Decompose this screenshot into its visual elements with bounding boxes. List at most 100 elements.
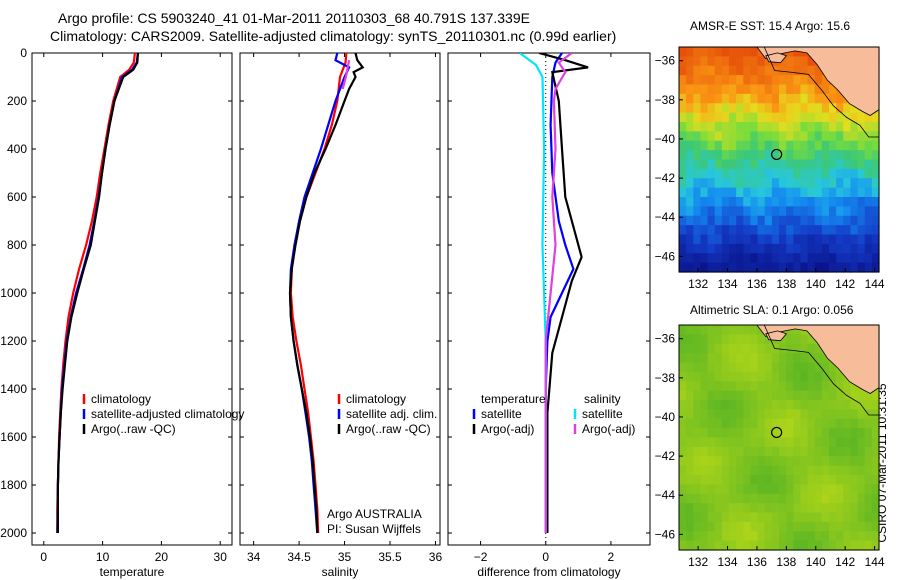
sst_map-cell [729, 103, 737, 114]
sla_map-shelf-contour [763, 324, 879, 416]
sst_map-cell [821, 150, 830, 161]
sla_map-cell [707, 334, 716, 345]
sla_map-cell [864, 475, 873, 485]
sst_map-cell [679, 197, 687, 207]
sst_map-cell [757, 178, 766, 189]
sst_map-cell [821, 93, 830, 104]
sst_map-cell [714, 93, 723, 104]
figure-title-line1: Argo profile: CS 5903240_41 01-Mar-2011 … [58, 10, 530, 26]
sla_map-cell [743, 475, 752, 485]
sla_map-cell [757, 531, 766, 542]
sla_map-cell [693, 521, 702, 532]
sla_map-cell [814, 456, 823, 467]
sst_map-cell [779, 253, 787, 264]
sla_map-cell [793, 503, 802, 514]
sla_map-cell [729, 390, 737, 401]
sla_map-cell [800, 409, 809, 420]
sla_map-cell [750, 475, 759, 485]
sla_map-cell [807, 493, 816, 504]
sst_map-cell [721, 131, 730, 142]
sst_map-cell [786, 140, 794, 151]
sst_map-cell [700, 168, 709, 179]
sla_map-cell [771, 428, 780, 439]
sla_map-cell [764, 540, 773, 551]
sst_map-cell [693, 56, 702, 67]
sst_map-cell [757, 262, 766, 273]
sla_map-cell [750, 400, 759, 410]
sla_map-cell [743, 437, 752, 448]
sst_map-cell [871, 243, 880, 254]
y-tick-label: 1800 [0, 478, 27, 492]
sst_map-cell [764, 225, 773, 236]
salinity-x-axis-label: salinity [322, 565, 359, 579]
sla_map-cell [779, 475, 787, 485]
sst_map-cell [800, 206, 809, 217]
sla_map-cell [864, 493, 873, 504]
sla_map-y-tick-label: −46 [655, 527, 676, 541]
sst_map-cell [829, 187, 837, 198]
sla_map-cell [771, 400, 780, 410]
sst_map-shelf-contour [763, 46, 879, 138]
sla_map-cell [850, 465, 859, 476]
sst_map-cell [857, 206, 866, 217]
sst_map-cell [821, 187, 830, 198]
sla_map-cell [871, 428, 880, 439]
sla_map-cell [693, 390, 702, 401]
sst_map-cell [843, 243, 852, 254]
sla_map-cell [750, 437, 759, 448]
sst_map-cell [814, 112, 823, 123]
sst_map-cell [871, 122, 880, 132]
sst_map-cell [836, 262, 844, 273]
sst_map-cell [814, 187, 823, 198]
sla_map-cell [757, 334, 766, 345]
sla_map-y-tick-label: −40 [655, 410, 676, 424]
sst_map-cell [864, 168, 873, 179]
sst_map-x-tick-label: 132 [688, 277, 708, 291]
sst_map-cell [750, 187, 759, 198]
sst_map-cell [757, 75, 766, 86]
sla_map-land-kangaroo-island [765, 330, 788, 342]
sst_map-cell [807, 243, 816, 254]
sst_map-cell [750, 253, 759, 264]
sst_map-cell [771, 84, 780, 95]
sst_map-cell [779, 93, 787, 104]
sst_map-cell [743, 103, 752, 114]
sst_map-x-tick-label: 138 [776, 277, 796, 291]
sst_map-x-tick-label: 134 [718, 277, 738, 291]
sst_map-cell [693, 206, 702, 217]
sla_map-cell [764, 437, 773, 448]
sst_map-cell [793, 187, 802, 198]
sst_map-cell [850, 262, 859, 273]
sst_map-cell [850, 197, 859, 207]
sst_map-cell [871, 112, 880, 123]
sla_map-cell [750, 428, 759, 439]
sst_map-cell [679, 47, 687, 57]
sla_map-cell [721, 465, 730, 476]
sla_map-cell [736, 475, 744, 485]
sla_map-cell [736, 428, 744, 439]
sla_map-cell [836, 428, 844, 439]
sst_map-cell [679, 122, 687, 132]
sst_map-panel [678, 46, 880, 273]
sst_map-cell [836, 112, 844, 123]
sla_map-cell [764, 428, 773, 439]
sst_map-cell [836, 93, 844, 104]
sla_map-cell [700, 540, 709, 551]
sst_map-cell [871, 131, 880, 142]
sla_map-cell [714, 390, 723, 401]
sla_map-cell [750, 512, 759, 523]
sst_map-cell [757, 159, 766, 170]
sst_map-cell [786, 225, 794, 236]
sst_map-cell [836, 140, 844, 151]
sla_map-cell [736, 371, 744, 382]
sla_map-cell [700, 446, 709, 457]
sla_map-cell [786, 390, 794, 401]
sst_map-cell [714, 197, 723, 207]
sst_map-cell [729, 262, 737, 273]
sst_map-cell [729, 197, 737, 207]
sla_map-cell [700, 521, 709, 532]
sst_map-cell [714, 84, 723, 95]
sst_map-cell [750, 131, 759, 142]
sst_map-cell [786, 215, 794, 226]
sla_map-cell [793, 400, 802, 410]
